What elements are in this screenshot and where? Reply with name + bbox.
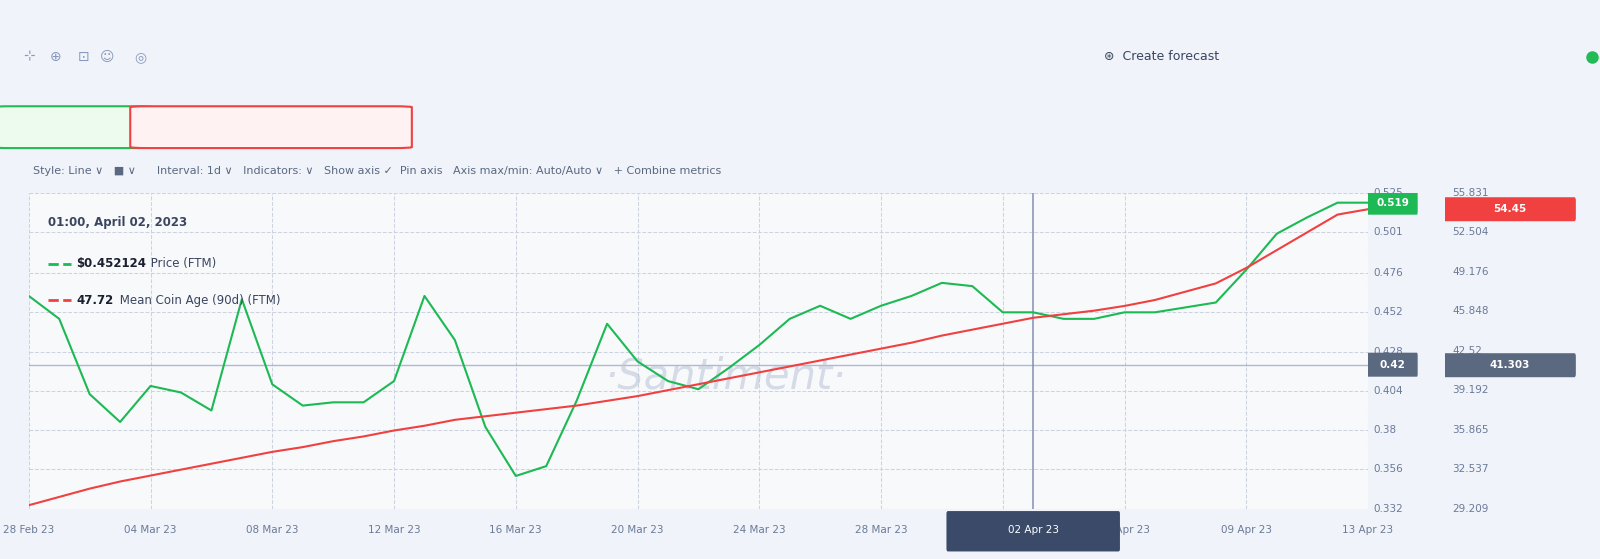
Text: 54.45: 54.45 [1493, 204, 1526, 214]
Text: 42.52: 42.52 [1453, 346, 1482, 356]
FancyBboxPatch shape [1443, 353, 1576, 377]
Text: 08 Mar 23: 08 Mar 23 [246, 525, 299, 535]
FancyBboxPatch shape [1368, 191, 1418, 215]
Text: 01:00, April 02, 2023: 01:00, April 02, 2023 [48, 216, 187, 229]
Text: 09 Apr 23: 09 Apr 23 [1221, 525, 1272, 535]
Text: 28 Mar 23: 28 Mar 23 [854, 525, 907, 535]
Text: 28 Feb 23: 28 Feb 23 [3, 525, 54, 535]
FancyBboxPatch shape [1443, 197, 1576, 221]
Text: 02 Apr 23: 02 Apr 23 [1008, 525, 1059, 535]
Text: 0.428: 0.428 [1374, 347, 1403, 357]
Text: 24 Mar 23: 24 Mar 23 [733, 525, 786, 535]
Text: 29.209: 29.209 [1453, 504, 1488, 514]
Text: 0.356: 0.356 [1374, 465, 1403, 475]
FancyBboxPatch shape [947, 511, 1120, 551]
Text: Price (FTM): Price (FTM) [40, 121, 106, 134]
Text: ⊹: ⊹ [22, 50, 35, 64]
Text: 0.519: 0.519 [1376, 198, 1410, 208]
Text: 0.476: 0.476 [1374, 268, 1403, 278]
Text: ⊡: ⊡ [77, 50, 90, 64]
Text: 20 Mar 23: 20 Mar 23 [611, 525, 664, 535]
Text: Mean Coin Age (90d) (FTM): Mean Coin Age (90d) (FTM) [190, 121, 352, 134]
Text: 32.537: 32.537 [1453, 464, 1488, 474]
Text: 12 Mar 23: 12 Mar 23 [368, 525, 421, 535]
FancyBboxPatch shape [1368, 353, 1418, 377]
Text: 55.831: 55.831 [1453, 188, 1488, 198]
Text: 04 Mar 23: 04 Mar 23 [125, 525, 176, 535]
Text: 47.72: 47.72 [77, 293, 114, 307]
Text: 52.504: 52.504 [1453, 228, 1488, 238]
Text: Mean Coin Age (90d) (FTM): Mean Coin Age (90d) (FTM) [115, 293, 280, 307]
FancyBboxPatch shape [130, 106, 411, 148]
Text: 0.38: 0.38 [1374, 425, 1397, 435]
Text: 05 Apr 23: 05 Apr 23 [1099, 525, 1150, 535]
Text: 0.525: 0.525 [1374, 188, 1403, 198]
Text: ☺: ☺ [99, 50, 115, 64]
Text: ·Santiment·: ·Santiment· [605, 355, 846, 397]
Text: 01 Apr: 01 Apr [986, 525, 1021, 535]
Text: 49.176: 49.176 [1453, 267, 1488, 277]
Text: Price (FTM): Price (FTM) [147, 257, 216, 271]
Text: 0.501: 0.501 [1374, 227, 1403, 237]
Text: 39.192: 39.192 [1453, 385, 1488, 395]
Text: 16 Mar 23: 16 Mar 23 [490, 525, 542, 535]
Text: 0.404: 0.404 [1374, 386, 1403, 396]
Text: ⊛  Create forecast: ⊛ Create forecast [1104, 50, 1219, 63]
Text: 35.865: 35.865 [1453, 425, 1488, 435]
Text: 45.848: 45.848 [1453, 306, 1488, 316]
Text: $0.452124: $0.452124 [77, 257, 146, 271]
Text: 13 Apr 23: 13 Apr 23 [1342, 525, 1394, 535]
Text: 0.42: 0.42 [1379, 359, 1405, 369]
Text: ⊕: ⊕ [50, 50, 62, 64]
Text: 0.332: 0.332 [1374, 504, 1403, 514]
Text: 41.303: 41.303 [1490, 360, 1530, 370]
FancyBboxPatch shape [0, 106, 152, 148]
Text: Style: Line ∨   ■ ∨      Interval: 1d ∨   Indicators: ∨   Show axis ✓  Pin axis : Style: Line ∨ ■ ∨ Interval: 1d ∨ Indicat… [34, 166, 722, 176]
Text: 0.452: 0.452 [1374, 307, 1403, 318]
Text: ◎: ◎ [134, 50, 147, 64]
